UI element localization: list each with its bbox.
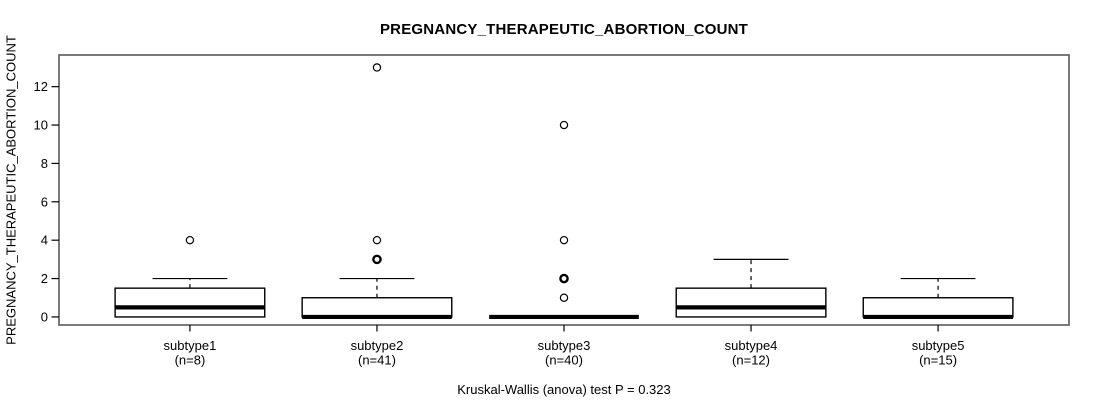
chart-title: PREGNANCY_THERAPEUTIC_ABORTION_COUNT [379, 21, 749, 38]
iqr-box [114, 287, 266, 318]
outlier-point [559, 273, 569, 284]
category-n-label: (n=8) [175, 353, 206, 368]
category-n-label: (n=40) [545, 353, 583, 368]
category-label: subtype3 [538, 338, 591, 353]
category-n-label: (n=41) [358, 353, 396, 368]
category-label: subtype2 [351, 338, 404, 353]
outlier-point [372, 235, 382, 245]
y-axis-tick-label: 10 [34, 118, 48, 133]
iqr-box [301, 297, 453, 318]
plot-frame [58, 54, 1070, 326]
category-n-label: (n=12) [732, 353, 770, 368]
category-n-label: (n=15) [919, 353, 957, 368]
iqr-box [675, 287, 827, 318]
y-axis-tick-label: 6 [41, 194, 48, 209]
y-axis-tick-label: 4 [41, 233, 48, 248]
iqr-box [862, 297, 1014, 318]
y-axis-tick-label: 12 [34, 79, 48, 94]
outlier-point [185, 235, 195, 245]
outlier-point [559, 120, 569, 130]
y-axis-tick-label: 8 [41, 156, 48, 171]
outlier-point [372, 63, 382, 72]
category-label: subtype1 [164, 338, 217, 353]
y-axis-tick-label: 2 [41, 271, 48, 286]
category-label: subtype4 [725, 338, 778, 353]
outlier-point [559, 235, 569, 245]
outlier-point [372, 254, 382, 265]
kruskal-wallis-footnote: Kruskal-Wallis (anova) test P = 0.323 [457, 382, 671, 397]
category-label: subtype5 [912, 338, 965, 353]
y-axis-tick-label: 0 [41, 309, 48, 324]
outlier-point [559, 293, 569, 302]
